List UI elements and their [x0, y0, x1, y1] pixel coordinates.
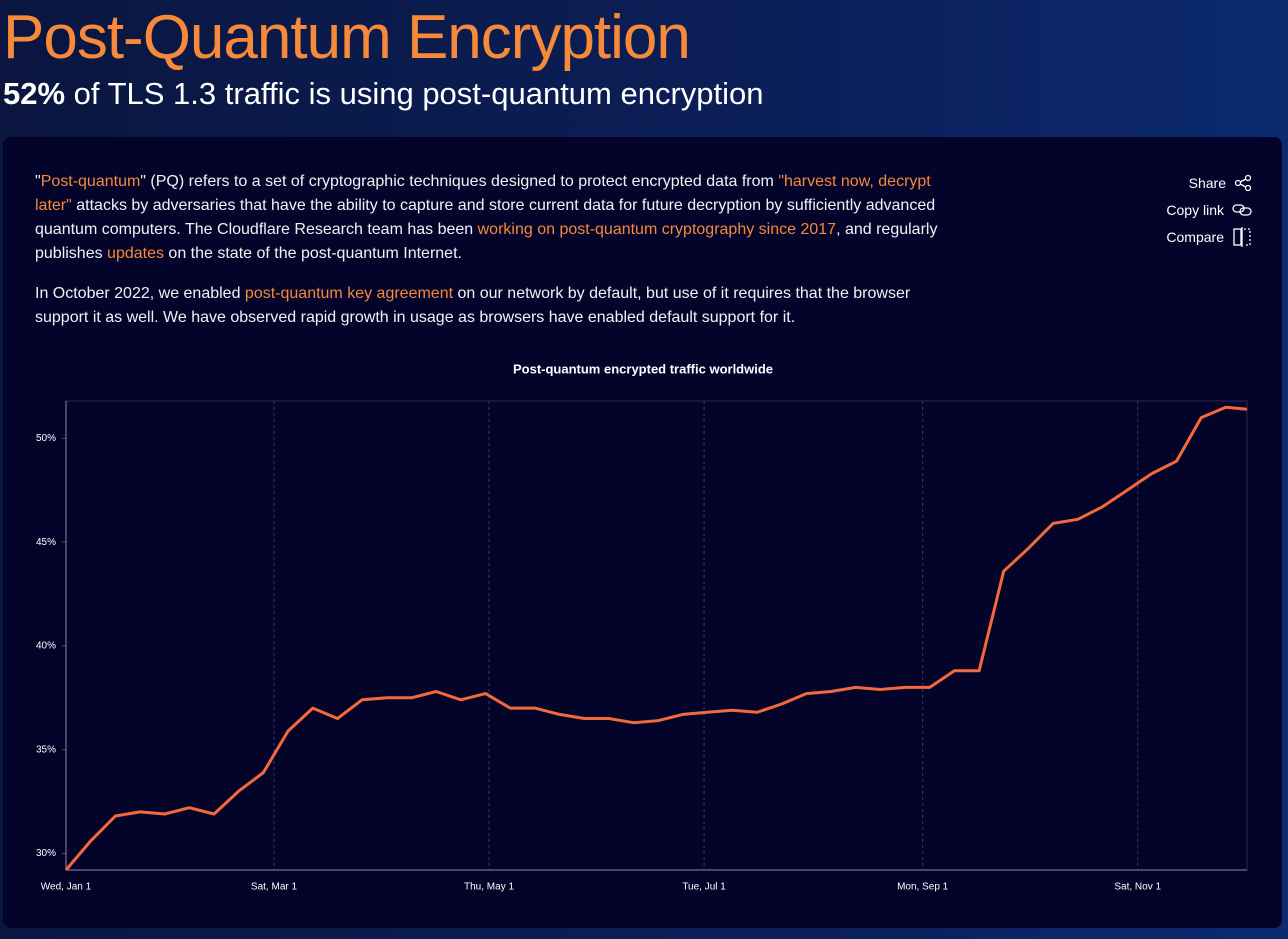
x-tick-label: Tue, Jul 1 — [682, 882, 726, 893]
action-label: Compare — [1166, 228, 1224, 245]
text: , and regularly publishes — [35, 221, 938, 262]
card: "Post-quantum" (PQ) refers to a set of c… — [3, 137, 1282, 928]
compare-icon — [1233, 226, 1251, 247]
data-line — [64, 405, 1248, 871]
y-tick-label: 40% — [36, 641, 56, 652]
text: " — [35, 173, 41, 190]
actions: Share Copy link Compare — [1166, 169, 1252, 250]
text: on our network by default, but use of it… — [35, 285, 911, 326]
share-button[interactable]: Share — [1166, 169, 1252, 196]
copy-link-button[interactable]: Copy link — [1166, 196, 1252, 223]
link[interactable]: post-quantum key agreement — [244, 285, 454, 302]
y-tick-label: 30% — [36, 848, 56, 859]
text: " (PQ) refers to a set of cryptographic … — [140, 173, 779, 190]
link[interactable]: "harvest now, decrypt later" — [35, 173, 931, 214]
plot-frame — [65, 400, 1248, 871]
link[interactable]: working on post-quantum cryptography sin… — [477, 221, 837, 238]
x-tick-label: Thu, May 1 — [464, 882, 514, 893]
text: on the state of the post-quantum Interne… — [163, 245, 462, 262]
text: attacks by adversaries that have the abi… — [35, 197, 936, 238]
x-tick-label: Sat, Mar 1 — [251, 882, 298, 893]
paragraph: In October 2022, we enabled post-quantum… — [35, 282, 940, 330]
x-tick-label: Mon, Sep 1 — [897, 882, 949, 893]
x-tick-label: Sat, Nov 1 — [1114, 882, 1161, 893]
action-label: Share — [1188, 174, 1226, 191]
y-tick-label: 50% — [36, 433, 56, 444]
link-icon — [1232, 203, 1252, 216]
page-title: Post-Quantum Encryption — [3, 3, 691, 72]
text: In October 2022, we enabled — [35, 285, 245, 302]
action-label: Copy link — [1166, 201, 1224, 218]
link[interactable]: Post-quantum — [40, 173, 141, 190]
paragraph: "Post-quantum" (PQ) refers to a set of c… — [35, 170, 940, 266]
y-tick-label: 45% — [36, 537, 56, 548]
link[interactable]: updates — [107, 245, 164, 262]
share-icon — [1234, 174, 1252, 191]
subtitle-text: of TLS 1.3 traffic is using post-quantum… — [73, 76, 764, 111]
page-subtitle: 52% of TLS 1.3 traffic is using post-qua… — [3, 74, 764, 114]
subtitle-highlight: 52% — [3, 76, 66, 111]
compare-button[interactable]: Compare — [1166, 223, 1252, 250]
x-tick-label: Wed, Jan 1 — [41, 882, 92, 893]
chart-title: Post-quantum encrypted traffic worldwide — [513, 361, 773, 376]
y-tick-label: 35% — [36, 744, 56, 755]
